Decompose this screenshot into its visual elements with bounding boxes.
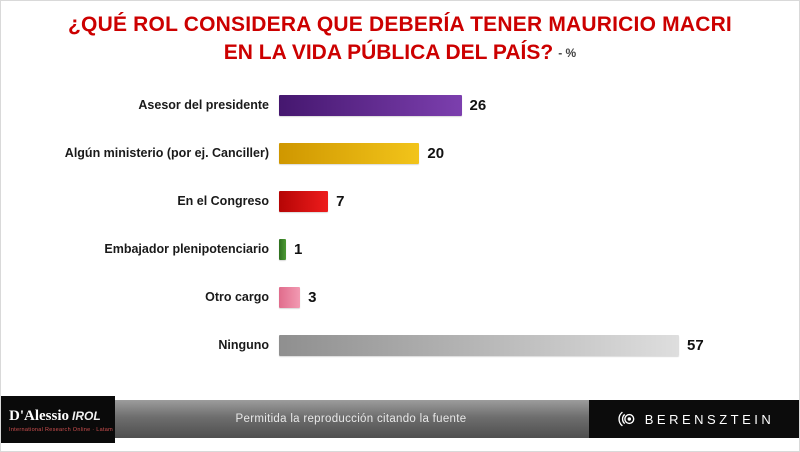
dalessio-logo-subtitle: International Research Online · Latam xyxy=(9,426,114,433)
title-line1: ¿QUÉ ROL CONSIDERA QUE DEBERÍA TENER MAU… xyxy=(68,13,732,36)
bar xyxy=(279,94,462,116)
bar xyxy=(279,190,329,212)
value-label: 26 xyxy=(469,96,487,114)
value-label: 3 xyxy=(308,288,317,306)
category-label: Ninguno xyxy=(218,337,269,352)
bar-chart: Asesor del presidente 26 Algún ministeri… xyxy=(17,81,789,369)
irol-logo-text: IROL xyxy=(72,408,101,423)
category-label: Algún ministerio (por ej. Canciller) xyxy=(64,145,269,160)
category-label: Embajador plenipotenciario xyxy=(104,241,269,256)
bar xyxy=(279,142,420,164)
chart-title: ¿QUÉ ROL CONSIDERA QUE DEBERÍA TENER MAU… xyxy=(1,12,799,67)
category-label: Asesor del presidente xyxy=(138,97,269,112)
bar-row: En el Congreso 7 xyxy=(17,177,789,225)
dalessio-logo-name: D'Alessio xyxy=(9,407,69,424)
value-label: 7 xyxy=(336,192,345,210)
berensztein-logo-icon xyxy=(618,411,635,427)
bar xyxy=(279,238,286,260)
title-percent-suffix: - % xyxy=(558,46,577,61)
berensztein-logo-text: BERENSZTEIN xyxy=(644,411,775,427)
footer-note: Permitida la reproducción citando la fue… xyxy=(235,413,467,425)
dalessio-logo-line: D'Alessio IROL xyxy=(9,407,115,425)
title-line2: EN LA VIDA PÚBLICA DEL PAÍS? - % xyxy=(1,40,799,66)
bar-row: Asesor del presidente 26 xyxy=(17,81,789,129)
bar xyxy=(279,286,301,308)
title-line2-text: EN LA VIDA PÚBLICA DEL PAÍS? xyxy=(223,41,554,65)
value-label: 57 xyxy=(687,336,704,354)
value-label: 1 xyxy=(294,240,303,258)
category-label: En el Congreso xyxy=(177,193,269,208)
category-label: Otro cargo xyxy=(205,289,269,304)
value-label: 20 xyxy=(427,144,445,162)
bar-row: Algún ministerio (por ej. Canciller) 20 xyxy=(17,129,789,177)
bar xyxy=(279,334,679,356)
bar-row: Otro cargo 3 xyxy=(17,273,789,321)
berensztein-logo: BERENSZTEIN xyxy=(589,400,799,438)
dalessio-irol-logo: D'Alessio IROL International Research Onl… xyxy=(1,396,115,443)
bar-row: Ninguno 57 xyxy=(17,321,789,369)
bar-row: Embajador plenipotenciario 1 xyxy=(17,225,789,273)
